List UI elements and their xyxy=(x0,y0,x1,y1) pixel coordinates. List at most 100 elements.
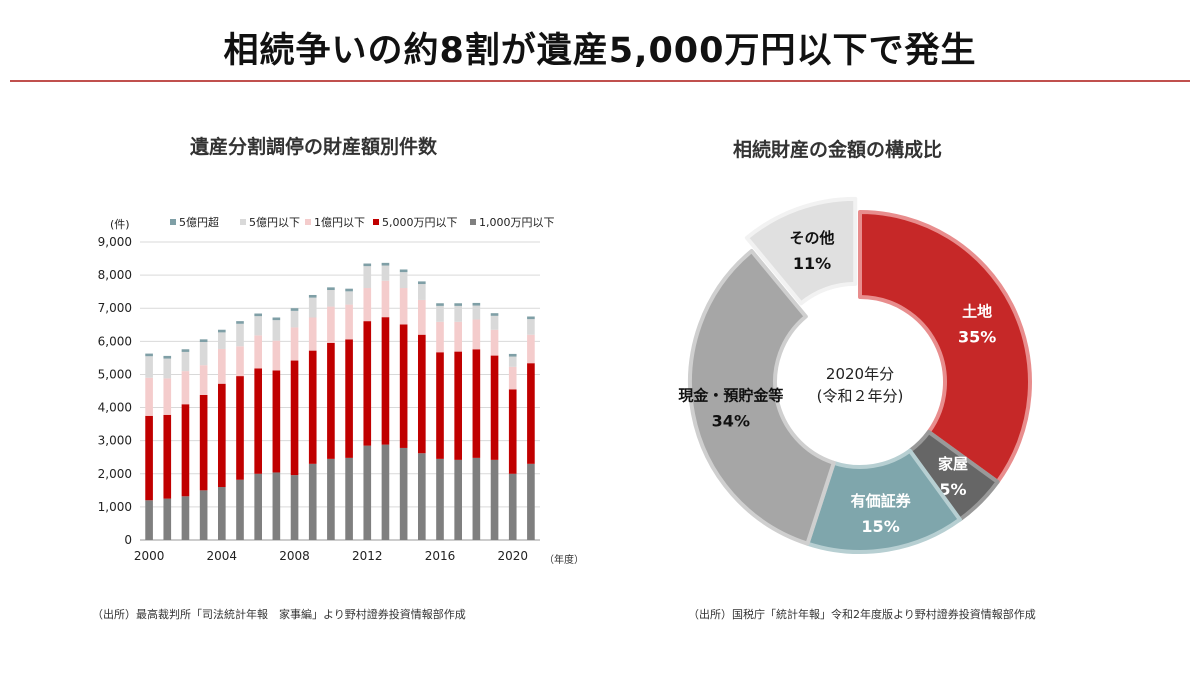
bar-segment xyxy=(218,383,226,488)
bar-segment xyxy=(308,297,317,318)
bar-segment xyxy=(181,349,190,352)
bar-segment xyxy=(381,280,390,318)
bar-segment xyxy=(508,366,517,390)
y-tick-label: 7,000 xyxy=(98,301,132,315)
y-tick-label: 8,000 xyxy=(98,268,132,282)
bar-segment xyxy=(436,303,444,306)
bar-segment xyxy=(527,363,535,464)
bar-segment xyxy=(508,389,517,474)
bar-segment xyxy=(272,370,281,473)
bar-segment xyxy=(436,352,444,459)
bar-segment xyxy=(381,317,390,445)
bar-segment xyxy=(145,500,153,540)
bar-segment xyxy=(254,368,262,474)
bar-chart-title: 遺産分割調停の財産額別件数 xyxy=(190,136,438,158)
bar-segment xyxy=(381,444,390,540)
x-tick-label: 2008 xyxy=(279,549,310,563)
bar-segment xyxy=(145,353,153,357)
bar-segment xyxy=(308,294,317,298)
y-tick-label: 0 xyxy=(124,533,132,547)
legend-label: 1億円以下 xyxy=(314,216,365,229)
y-tick-label: 9,000 xyxy=(98,235,132,249)
bar-segment xyxy=(436,321,444,353)
bar-segment xyxy=(490,355,499,460)
bar-segment xyxy=(199,341,208,366)
bar-segment xyxy=(163,378,172,415)
source-note-left: （出所）最高裁判所「司法統計年報 家事編」より野村證券投資情報部作成 xyxy=(92,608,466,621)
source-note-right: （出所）国税庁「統計年報」令和2年度版より野村證券投資情報部作成 xyxy=(688,608,1036,621)
legend-swatch xyxy=(240,219,246,225)
bar-segment xyxy=(508,356,517,367)
bar-segment xyxy=(163,414,172,499)
legend-swatch xyxy=(170,219,176,225)
bar-segment xyxy=(345,339,353,458)
y-tick-label: 1,000 xyxy=(98,500,132,514)
bar-segment xyxy=(454,321,462,352)
slice-label: 土地 xyxy=(962,302,992,320)
donut-center-sublabel: (令和２年分) xyxy=(817,387,904,405)
bar-segment xyxy=(199,365,208,395)
legend-swatch xyxy=(305,219,311,225)
legend-swatch xyxy=(470,219,476,225)
bar-segment xyxy=(199,490,208,540)
bar-segment xyxy=(363,266,372,289)
bar-segment xyxy=(145,415,153,501)
bar-segment xyxy=(381,265,390,281)
bar-segment xyxy=(327,287,335,291)
legend-label: 5億円以下 xyxy=(249,216,300,229)
bar-segment xyxy=(290,308,299,311)
slice-label: 現金・預貯金等 xyxy=(678,387,783,405)
bar-segment xyxy=(218,348,226,384)
bar-segment xyxy=(272,340,281,371)
y-tick-label: 2,000 xyxy=(98,467,132,481)
bar-segment xyxy=(490,313,499,316)
bar-segment xyxy=(472,305,481,320)
bar-segment xyxy=(254,335,262,369)
bar-segment xyxy=(399,272,408,289)
y-tick-label: 6,000 xyxy=(98,334,132,348)
bar-segment xyxy=(308,350,317,464)
bar-segment xyxy=(363,263,372,267)
bar-segment xyxy=(218,329,226,333)
slice-label: 有価証券 xyxy=(851,492,912,510)
bar-segment xyxy=(308,317,317,351)
title-divider xyxy=(10,80,1190,82)
bar-segment xyxy=(272,472,281,540)
bar-segment xyxy=(490,329,499,356)
bar-segment xyxy=(145,356,153,378)
bar-segment xyxy=(272,317,281,321)
bar-segment xyxy=(272,320,281,341)
slice-value-label: 11% xyxy=(793,254,831,273)
bar-segment xyxy=(236,346,244,377)
bar-segment xyxy=(363,288,372,322)
slice-label: 家屋 xyxy=(938,455,968,473)
bar-segment xyxy=(218,487,226,540)
bar-segment xyxy=(145,377,153,416)
bar-segment xyxy=(181,351,190,372)
bar-segment xyxy=(472,302,481,306)
bar-segment xyxy=(508,353,517,357)
bar-segment xyxy=(345,288,353,292)
bar-segment xyxy=(508,473,517,540)
bar-segment xyxy=(163,358,172,379)
pie-chart-title: 相続財産の金額の構成比 xyxy=(733,139,943,161)
bar-segment xyxy=(290,475,299,540)
x-tick-label: 2016 xyxy=(425,549,456,563)
bar-segment xyxy=(363,445,372,540)
bar-segment xyxy=(345,291,353,305)
bar-segment xyxy=(436,458,444,540)
bar-segment xyxy=(490,459,499,540)
y-tick-label: 5,000 xyxy=(98,367,132,381)
bar-segment xyxy=(181,371,190,405)
donut-chart: 土地 35% 家屋 5% 有価証券 15% 現金・預貯金等 34% その他 11% 2020年分 (令… xyxy=(678,196,1032,554)
bar-segment xyxy=(399,288,408,325)
y-tick-label: 4,000 xyxy=(98,401,132,415)
bar-segment xyxy=(418,453,426,540)
bar-segment xyxy=(163,355,172,359)
bar-segment xyxy=(418,284,426,300)
legend-label: 5,000万円以下 xyxy=(382,216,458,229)
bar-segment xyxy=(254,313,262,317)
y-tick-label: 3,000 xyxy=(98,434,132,448)
bar-segment xyxy=(254,316,262,336)
bar-segment xyxy=(199,339,208,342)
